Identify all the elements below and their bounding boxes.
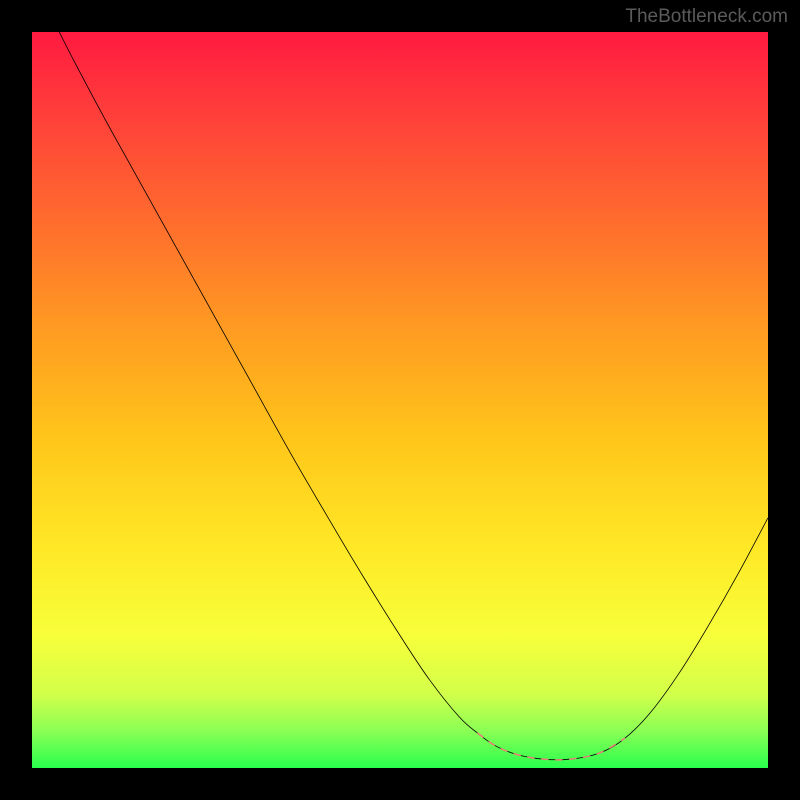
- plot-area: [32, 32, 768, 768]
- curves-svg: [32, 32, 768, 768]
- bottleneck-curve: [59, 32, 768, 760]
- bottleneck-highlight: [478, 733, 624, 759]
- watermark: TheBottleneck.com: [625, 6, 788, 28]
